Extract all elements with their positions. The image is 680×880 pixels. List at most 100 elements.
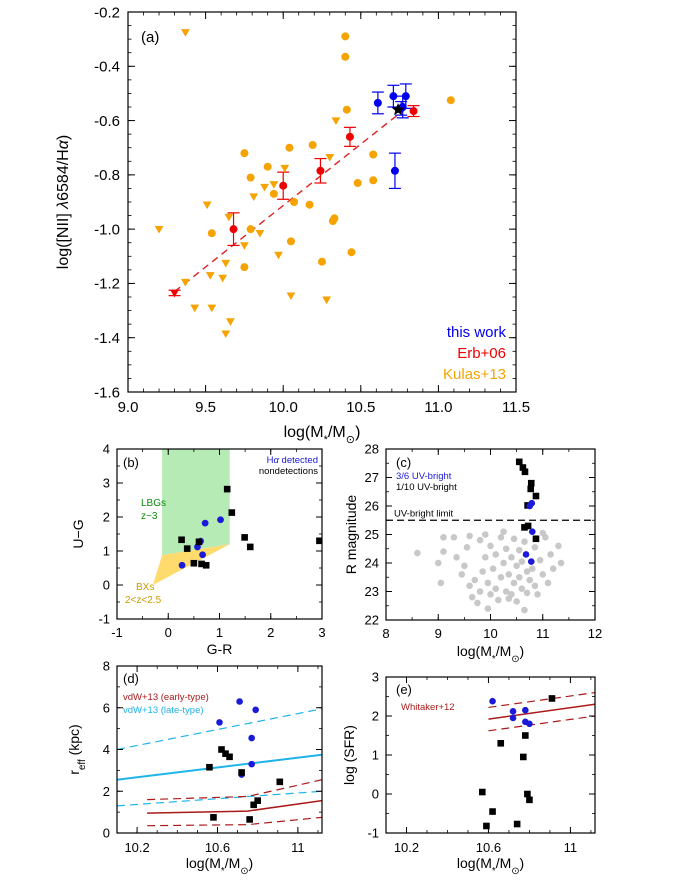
panel-label: (d) — [123, 671, 139, 686]
data-point — [248, 760, 255, 768]
data-point — [549, 565, 557, 572]
x-tick-label: 10.2 — [394, 840, 419, 855]
plot-frame — [385, 448, 596, 621]
data-point — [474, 599, 481, 607]
x-tick-label: 11.0 — [424, 399, 452, 416]
fit-line — [174, 109, 405, 293]
data-point — [500, 528, 507, 535]
data-point — [502, 588, 510, 595]
y-tick-label: -1.0 — [94, 221, 120, 238]
data-point — [489, 808, 496, 815]
data-point — [246, 543, 254, 551]
data-point — [479, 568, 486, 575]
data-point — [505, 595, 513, 602]
data-point — [528, 499, 536, 507]
relation-early-type-upper — [147, 779, 322, 801]
data-point — [369, 150, 378, 159]
x-tick-label: 11 — [291, 840, 305, 855]
y-tick-label: 6 — [103, 700, 110, 715]
legend-entry: 3/6 UV-bright — [396, 471, 452, 482]
data-point — [505, 571, 513, 578]
relation-late-type-upper — [117, 708, 322, 751]
data-point — [466, 582, 473, 590]
data-point — [481, 554, 489, 561]
panel-e: 10.2 10.6 11 -1 0 1 2 3 (e) Whitaker+12 log(M*/M⊙)… — [341, 670, 596, 877]
x-axis-label: log(M*/M⊙) — [457, 643, 524, 665]
legend-entry: Hα detected — [267, 455, 318, 466]
data-point — [183, 545, 191, 552]
y-tick-label: 3 — [103, 476, 110, 491]
y-tick-label: -0.2 — [94, 4, 120, 21]
data-point — [263, 162, 272, 171]
data-point — [409, 107, 418, 116]
data-point — [347, 248, 356, 257]
data-point — [238, 769, 245, 776]
data-point — [178, 561, 186, 569]
series-parent-sample — [414, 528, 565, 614]
data-point — [246, 816, 253, 823]
y-tick-label: 3 — [372, 670, 379, 685]
y-tick-label: 1 — [103, 544, 110, 559]
data-point — [240, 263, 249, 272]
series-erb-06 — [227, 105, 420, 247]
x-tick-label: 10.5 — [346, 399, 375, 416]
panel-label: (a) — [141, 29, 159, 46]
data-point — [181, 29, 190, 37]
data-point — [198, 560, 205, 568]
data-point — [228, 509, 236, 516]
data-point — [513, 598, 520, 605]
data-point — [305, 200, 314, 209]
data-point — [218, 746, 225, 753]
data-point — [290, 198, 299, 206]
plot-area-b — [152, 449, 322, 585]
data-point — [178, 536, 185, 544]
y-tick-label: 25 — [365, 527, 379, 542]
data-point — [330, 214, 339, 223]
data-point — [515, 546, 523, 554]
data-point — [240, 149, 249, 158]
data-point — [341, 52, 350, 61]
data-point — [316, 537, 322, 545]
x-tick-label: 10 — [483, 626, 497, 641]
region-label: BXs — [136, 582, 154, 593]
data-point — [510, 579, 518, 587]
legend-entry: vdW+13 (early-type) — [123, 692, 209, 703]
data-point — [510, 535, 518, 543]
data-point — [484, 605, 492, 612]
relation-whitaker-upper — [488, 692, 595, 709]
data-point — [229, 225, 238, 234]
relation-early-type-lower — [147, 816, 322, 827]
data-point — [202, 561, 210, 569]
x-tick-label: 10.0 — [269, 399, 298, 416]
y-tick-label: -0.8 — [94, 167, 120, 184]
data-point — [521, 606, 528, 614]
y-tick-label: -0.4 — [94, 59, 120, 76]
relation-late-type — [117, 753, 322, 781]
data-point — [223, 485, 231, 493]
data-point — [518, 558, 526, 565]
data-point — [458, 571, 466, 578]
x-tick-label: 11.5 — [502, 399, 530, 416]
data-point — [194, 543, 201, 551]
data-point — [468, 593, 476, 601]
panel-b: -1 0 1 2 3 -1 0 1 2 3 4 (b) LBGs z~3 BXs 2<z<2.5 Hα dete… — [70, 442, 326, 657]
series-erb-06-upper-limit- — [168, 289, 181, 298]
data-point — [515, 573, 523, 581]
data-point — [527, 485, 535, 493]
series-nondetections — [515, 458, 540, 543]
data-point — [522, 732, 529, 739]
data-point — [252, 706, 259, 714]
y-axis-label: log (SFR) — [341, 725, 357, 785]
data-point — [269, 189, 278, 198]
data-point — [497, 534, 505, 541]
data-point — [536, 556, 544, 564]
y-tick-label: 28 — [365, 442, 379, 457]
x-tick-label: 11 — [564, 840, 578, 855]
data-point — [181, 278, 190, 287]
y-tick-label: 4 — [103, 742, 110, 757]
y-tick-label: 8 — [103, 659, 110, 674]
data-point — [201, 519, 209, 527]
data-point — [207, 229, 216, 238]
data-point — [519, 464, 527, 471]
data-point — [487, 542, 494, 550]
